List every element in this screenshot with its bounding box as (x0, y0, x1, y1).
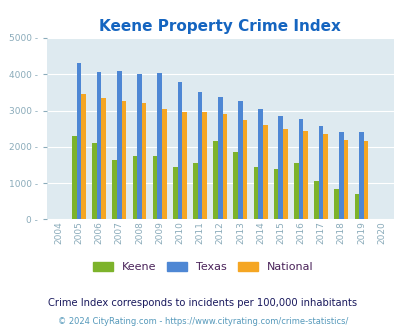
Bar (293, 163, 298, 219)
Bar (273, 169, 278, 219)
Bar (278, 116, 282, 219)
Bar (202, 112, 207, 219)
Bar (101, 98, 106, 219)
Bar (92, 143, 97, 219)
Bar (81, 94, 86, 219)
Bar (157, 73, 162, 219)
Bar (77, 63, 81, 219)
Bar (193, 163, 197, 219)
Bar (354, 194, 358, 219)
Bar (358, 132, 363, 219)
Bar (233, 152, 237, 219)
Bar (122, 102, 126, 219)
Bar (282, 129, 287, 219)
Bar (197, 92, 202, 219)
Bar (318, 126, 323, 219)
Bar (363, 141, 368, 219)
Bar (262, 125, 267, 219)
Bar (253, 167, 258, 219)
Bar (132, 156, 137, 219)
Bar (222, 114, 227, 219)
Bar (173, 167, 177, 219)
Bar (338, 132, 343, 219)
Bar (237, 102, 242, 219)
Text: Crime Index corresponds to incidents per 100,000 inhabitants: Crime Index corresponds to incidents per… (48, 298, 357, 308)
Bar (177, 82, 182, 219)
Bar (303, 130, 307, 219)
Bar (258, 109, 262, 219)
Bar (141, 103, 146, 219)
Legend: Keene, Texas, National: Keene, Texas, National (88, 257, 317, 277)
Bar (323, 134, 327, 219)
Bar (217, 97, 222, 219)
Bar (162, 109, 166, 219)
Bar (137, 74, 141, 219)
Title: Keene Property Crime Index: Keene Property Crime Index (99, 19, 340, 34)
Bar (343, 140, 347, 219)
Bar (152, 156, 157, 219)
Bar (313, 182, 318, 219)
Bar (117, 71, 121, 219)
Bar (242, 120, 247, 219)
Bar (213, 141, 217, 219)
Bar (72, 136, 77, 219)
Bar (97, 73, 101, 219)
Bar (112, 160, 117, 219)
Bar (298, 118, 303, 219)
Bar (182, 112, 186, 219)
Text: © 2024 CityRating.com - https://www.cityrating.com/crime-statistics/: © 2024 CityRating.com - https://www.city… (58, 317, 347, 326)
Bar (334, 189, 338, 219)
